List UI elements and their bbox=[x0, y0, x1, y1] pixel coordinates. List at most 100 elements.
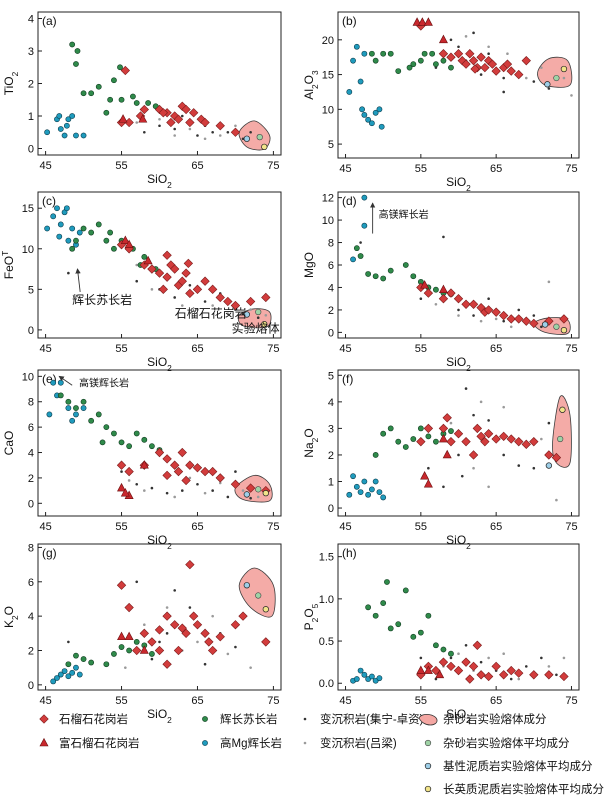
data-point-granite bbox=[514, 69, 524, 80]
legend-label: 辉长苏长岩 bbox=[220, 712, 278, 726]
data-point-granite bbox=[423, 288, 434, 298]
legend-item-avg-felsic-pelite: 长英质泥质岩实验熔体平均成分 bbox=[424, 782, 604, 796]
data-point-metased-jn bbox=[241, 137, 245, 141]
y-tick-label: 2 bbox=[328, 450, 334, 462]
data-point-metased-ll bbox=[449, 421, 453, 425]
data-point-gabbronorite bbox=[448, 650, 454, 657]
data-point-metased-jn bbox=[150, 657, 154, 661]
data-point-high-mg-pyroxenite bbox=[76, 229, 83, 236]
data-point-granite bbox=[423, 423, 434, 434]
data-point-gabbronorite bbox=[117, 64, 123, 71]
data-point-gabbronorite bbox=[380, 600, 387, 606]
data-point-gabbronorite bbox=[387, 267, 394, 274]
plot-frame bbox=[337, 11, 580, 159]
data-point-rich-garnet-granite bbox=[120, 235, 130, 244]
x-tick-label: 45 bbox=[339, 163, 351, 175]
data-point-metased-jn bbox=[135, 482, 139, 486]
data-point-metased-ll bbox=[188, 476, 192, 480]
data-point-metased-jn bbox=[479, 73, 483, 76]
data-point-granite bbox=[446, 52, 456, 62]
data-point-rich-garnet-granite bbox=[120, 488, 130, 497]
data-point-gabbronorite bbox=[111, 430, 117, 437]
data-point-gabbronorite bbox=[65, 661, 72, 668]
x-axis-label: SiO2 bbox=[446, 533, 471, 551]
chart-panel-g: 45 55 65 75 0 2 4 6 8 (g) SiO2 K2O bbox=[2, 542, 282, 725]
data-point-metased-jn bbox=[188, 283, 192, 287]
x-axis-label: SiO2 bbox=[446, 175, 471, 193]
data-point-gabbronorite bbox=[118, 439, 125, 446]
data-point-metased-ll bbox=[203, 137, 207, 141]
data-point-high-mg-pyroxenite bbox=[61, 668, 68, 675]
melt-field bbox=[238, 120, 271, 151]
data-point-gabbronorite bbox=[149, 443, 155, 450]
data-point-metased-jn bbox=[457, 45, 460, 49]
data-point-granite bbox=[162, 659, 172, 669]
data-point-granite bbox=[442, 413, 452, 423]
data-point-granite bbox=[499, 431, 509, 442]
data-point-granite bbox=[514, 668, 524, 678]
y-tick-label: 20 bbox=[322, 35, 334, 47]
chart-panel-a: 45 55 65 75 0 1 2 3 4 (a) SiO2 TiO2 bbox=[2, 11, 282, 190]
legend-label: 杂砂岩实验熔体成分 bbox=[443, 712, 547, 726]
data-point-metased-ll bbox=[540, 66, 543, 69]
x-tick-label: 55 bbox=[115, 343, 127, 355]
data-point-rich-garnet-granite bbox=[438, 284, 448, 294]
data-point-granite bbox=[162, 272, 172, 282]
data-point-granite bbox=[468, 299, 479, 309]
data-point-gabbronorite bbox=[103, 109, 110, 116]
data-point-rich-garnet-granite bbox=[124, 239, 134, 249]
data-point-metased-jn bbox=[419, 656, 423, 660]
data-point-high-mg-pyroxenite bbox=[361, 671, 368, 678]
legend-label: 基性泥质岩实验熔体平均成分 bbox=[443, 759, 593, 773]
data-point-metased-ll bbox=[472, 466, 475, 470]
data-point-metased-ll bbox=[124, 666, 127, 669]
data-point-granite bbox=[183, 258, 194, 269]
x-tick-label: 75 bbox=[267, 521, 279, 533]
panel-label: (c) bbox=[42, 194, 56, 208]
data-point-granite bbox=[181, 475, 191, 486]
data-point-metased-jn bbox=[532, 314, 536, 317]
data-point-metased-ll bbox=[547, 280, 551, 284]
chart-panel-b: 45 55 65 75 5 10 15 20 (b) SiO2 Al2O3 bbox=[302, 11, 580, 193]
data-point-granite bbox=[476, 431, 486, 442]
data-point-gabbronorite bbox=[402, 444, 409, 450]
x-tick-label: 45 bbox=[39, 521, 51, 533]
data-point-granite bbox=[453, 294, 464, 304]
panel-label: (h) bbox=[342, 546, 357, 560]
data-point-high-mg-pyroxenite bbox=[80, 405, 87, 411]
y-tick-label: 0 bbox=[328, 503, 334, 515]
data-point-granite bbox=[173, 114, 184, 124]
legend-item-rich-garnet-granite: 富石榴石花岗岩 bbox=[39, 736, 140, 750]
data-point-gabbronorite bbox=[80, 225, 87, 232]
data-point-rich-garnet-granite bbox=[117, 631, 127, 641]
data-point-high-mg-pyroxenite bbox=[361, 194, 368, 201]
y-tick-label: 6 bbox=[28, 577, 34, 589]
data-point-high-mg-pyroxenite bbox=[57, 126, 64, 132]
data-point-metased-ll bbox=[479, 400, 483, 404]
data-point-avg-felsic-pelite bbox=[560, 65, 568, 73]
data-point-metased-jn bbox=[555, 673, 558, 677]
annotation-melt-label: 实验熔体 bbox=[232, 320, 280, 335]
x-tick-label: 65 bbox=[490, 163, 502, 175]
data-point-avg-felsic-pelite bbox=[261, 143, 268, 151]
data-point-granite bbox=[461, 437, 471, 447]
legend-swatch bbox=[303, 741, 307, 745]
data-point-granite bbox=[185, 460, 195, 470]
data-point-gabbronorite bbox=[410, 61, 417, 68]
data-point-high-mg-pyroxenite bbox=[372, 109, 379, 116]
data-point-gabbronorite bbox=[69, 41, 76, 48]
data-point-high-mg-pyroxenite bbox=[359, 106, 365, 113]
data-point-metased-ll bbox=[502, 652, 505, 656]
data-point-avg-felsic-pelite bbox=[262, 489, 269, 497]
data-point-metased-jn bbox=[203, 300, 207, 303]
y-tick-label: 1.5 bbox=[319, 552, 334, 564]
data-point-metased-jn bbox=[188, 606, 192, 609]
data-point-granite bbox=[181, 628, 191, 638]
data-point-granite bbox=[230, 620, 241, 630]
data-point-high-mg-pyroxenite bbox=[357, 78, 364, 85]
data-point-granite bbox=[487, 59, 498, 69]
data-point-granite bbox=[453, 49, 464, 59]
data-point-granite bbox=[453, 429, 464, 439]
